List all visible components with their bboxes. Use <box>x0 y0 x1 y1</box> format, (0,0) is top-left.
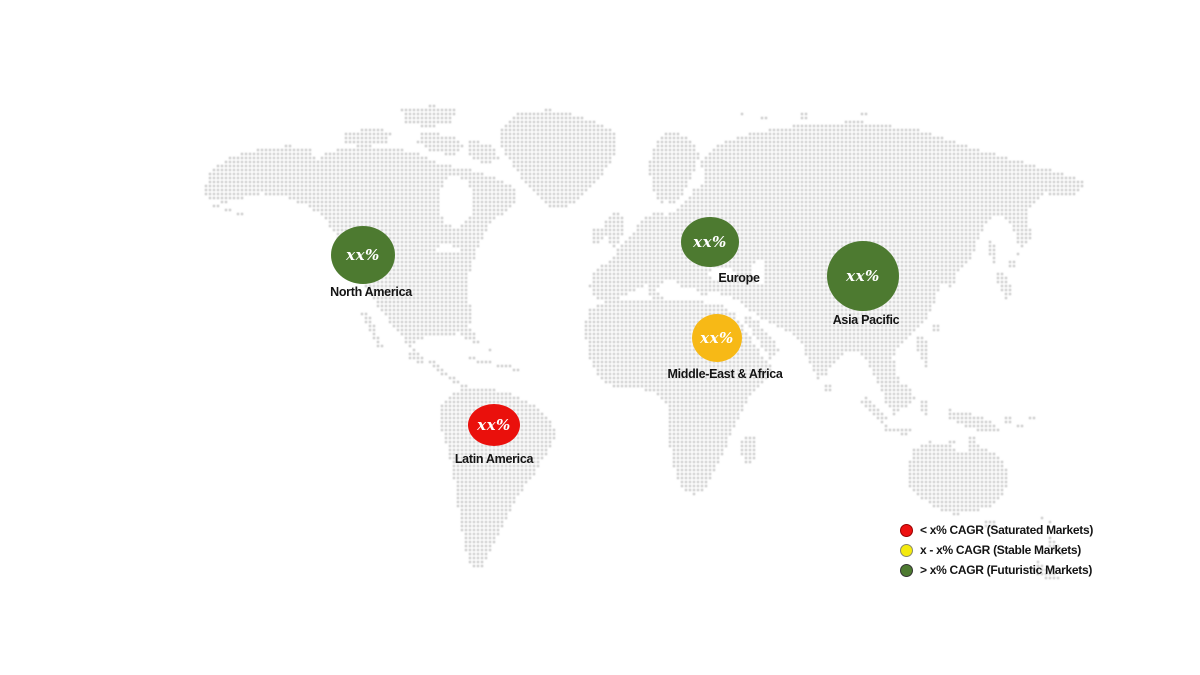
legend-dot-red <box>900 524 913 537</box>
bubble-middle-east-africa: xx% <box>692 314 742 362</box>
bubble-value: xx% <box>693 233 727 251</box>
legend-item-futuristic: > x% CAGR (Futuristic Markets) <box>900 564 1093 577</box>
legend-label: x - x% CAGR (Stable Markets) <box>920 543 1081 557</box>
bubble-value: xx% <box>477 416 511 434</box>
bubble-latin-america: xx% <box>468 404 520 446</box>
cagr-legend: < x% CAGR (Saturated Markets) x - x% CAG… <box>900 524 1093 584</box>
region-label-north-america: North America <box>330 285 412 299</box>
region-label-latin-america: Latin America <box>454 452 534 466</box>
legend-item-stable: x - x% CAGR (Stable Markets) <box>900 544 1093 557</box>
bubble-europe: xx% <box>681 217 739 267</box>
bubble-north-america: xx% <box>331 226 395 284</box>
bubble-value: xx% <box>846 267 880 285</box>
bubble-value: xx% <box>700 329 734 347</box>
region-label-asia-pacific: Asia Pacific <box>832 313 900 327</box>
bubble-asia-pacific: xx% <box>827 241 899 311</box>
region-label-europe: Europe <box>718 271 760 285</box>
legend-dot-yellow <box>900 544 913 557</box>
legend-dot-green <box>900 564 913 577</box>
bubble-value: xx% <box>346 246 380 264</box>
region-label-middle-east-africa: Middle-East & Africa <box>667 367 783 381</box>
legend-item-saturated: < x% CAGR (Saturated Markets) <box>900 524 1093 537</box>
legend-label: > x% CAGR (Futuristic Markets) <box>920 563 1093 577</box>
legend-label: < x% CAGR (Saturated Markets) <box>920 523 1094 537</box>
